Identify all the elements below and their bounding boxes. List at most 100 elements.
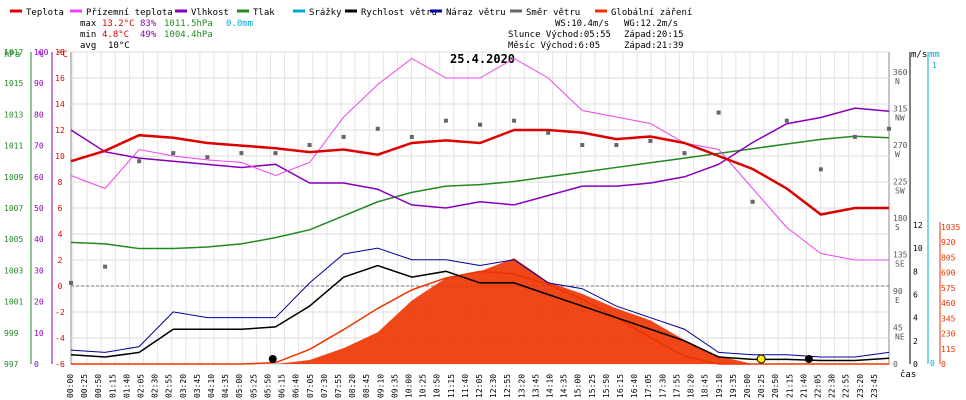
info-sun-rise: Slunce Východ:05:55: [508, 30, 611, 40]
dir-tick-label: NE: [895, 333, 905, 342]
clear-sky-line: [71, 270, 889, 365]
rain-tick: 0: [930, 359, 935, 368]
wind-dir-point: [69, 280, 73, 285]
x-tick: 17:55: [672, 374, 681, 398]
stat-min-hum: 49%: [140, 30, 157, 40]
moonset-marker: [804, 355, 813, 363]
wind-dir-point: [887, 126, 891, 131]
stat-min-press: 1004.4hPa: [164, 30, 213, 40]
x-tick: 13:45: [531, 374, 540, 398]
hum-tick: 10: [34, 329, 44, 338]
dir-tick: 360: [893, 68, 908, 77]
dir-unit: m/s: [911, 50, 927, 60]
x-tick: 07:05: [306, 374, 315, 398]
press-tick: 1007: [4, 204, 23, 213]
hum-tick: 40: [34, 235, 44, 244]
pressure-line: [70, 135, 890, 250]
x-tick: 10:00: [404, 374, 413, 398]
x-tick: 00:00: [66, 374, 75, 398]
wind-tick: 2: [913, 337, 918, 346]
x-tick: 07:30: [320, 374, 329, 398]
legend-label: Globální záření: [611, 8, 692, 18]
wind-speed-line: [70, 264, 890, 362]
x-tick: 16:15: [616, 374, 625, 398]
x-tick: 11:40: [461, 374, 470, 398]
wind-dir-point: [307, 143, 312, 147]
temp-tick: -4: [55, 334, 65, 343]
x-tick: 20:50: [771, 374, 780, 398]
x-tick: 01:15: [108, 374, 117, 398]
humidity-line: [70, 107, 890, 209]
rad-tick: 805: [941, 253, 956, 262]
stat-avg-label: avg: [80, 41, 96, 51]
wind-dir-point: [818, 167, 823, 172]
press-tick: 1011: [4, 142, 23, 151]
x-tick: 20:25: [757, 374, 766, 398]
temp-tick: -6: [55, 360, 65, 369]
wind-tick: 8: [913, 267, 918, 276]
x-tick: 12:55: [503, 374, 512, 398]
x-tick: 22:30: [828, 374, 837, 398]
rad-tick: 690: [941, 269, 956, 278]
press-tick: 1003: [4, 266, 23, 275]
wind-tick: 12: [913, 221, 923, 230]
x-tick: 23:45: [870, 374, 879, 398]
wind-gust-line: [70, 247, 890, 358]
temp-tick: 18: [55, 48, 65, 57]
x-tick: 01:40: [122, 374, 131, 398]
x-tick: 19:10: [715, 374, 724, 398]
press-tick: 1013: [4, 110, 23, 119]
dir-tick-label: NW: [895, 114, 905, 123]
press-tick: 997: [4, 360, 19, 369]
x-tick: 00:25: [80, 374, 89, 398]
stat-max-temp: 13.2°C: [102, 19, 135, 29]
x-tick: 04:10: [207, 374, 216, 398]
stat-min-label: min: [80, 30, 96, 40]
x-tick: 23:20: [856, 374, 865, 398]
press-tick: 1017: [4, 48, 23, 57]
dir-tick-label: W: [895, 150, 900, 159]
x-tick: 06:40: [292, 374, 301, 398]
legend-label: Tlak: [253, 8, 275, 18]
wind-dir-point: [852, 134, 857, 139]
legend-label: Náraz větru: [446, 8, 506, 18]
hum-tick: 30: [34, 266, 44, 275]
dir-tick: 225: [893, 178, 908, 187]
x-axis-label: čas: [900, 369, 916, 380]
legend: Teplota Přízemní teplota Vlhkost Tlak Srážky…: [10, 8, 692, 18]
x-tick: 03:45: [193, 374, 202, 398]
legend-label: Směr větru: [526, 8, 580, 18]
x-tick: 10:50: [433, 374, 442, 398]
x-tick: 07:55: [334, 374, 343, 398]
sunset-marker: [756, 354, 766, 364]
wind-dir-point: [239, 151, 244, 156]
x-tick: 22:55: [842, 374, 851, 398]
temp-tick: 6: [58, 204, 63, 213]
x-tick: 20:00: [743, 374, 752, 398]
rad-tick: 575: [941, 284, 956, 293]
x-tick: 19:35: [729, 374, 738, 398]
legend-label: Srážky: [309, 8, 342, 18]
temp-tick: 4: [58, 230, 63, 239]
wind-dir-point: [409, 134, 414, 139]
x-tick: 09:10: [376, 374, 385, 398]
rad-tick: 460: [941, 299, 956, 308]
info-sun-set: Západ:20:15: [624, 30, 684, 40]
wind-dir-point: [682, 151, 687, 156]
dir-tick: 315: [893, 105, 908, 114]
wind-dir-point: [784, 118, 789, 123]
dir-tick-label: SW: [895, 187, 905, 196]
hum-unit: %: [38, 50, 44, 60]
dir-tick-label: SE: [895, 260, 905, 269]
x-tick: 09:35: [390, 374, 399, 398]
ground-temp-line: [70, 57, 889, 261]
rad-tick: 0: [941, 360, 946, 369]
x-tick: 15:50: [602, 374, 611, 398]
dir-tick-label: N: [895, 77, 900, 86]
temp-tick: 16: [55, 74, 65, 83]
x-tick: 05:25: [249, 374, 258, 398]
rad-tick: 345: [941, 314, 956, 323]
legend-label: Rychlost větru: [361, 8, 437, 18]
